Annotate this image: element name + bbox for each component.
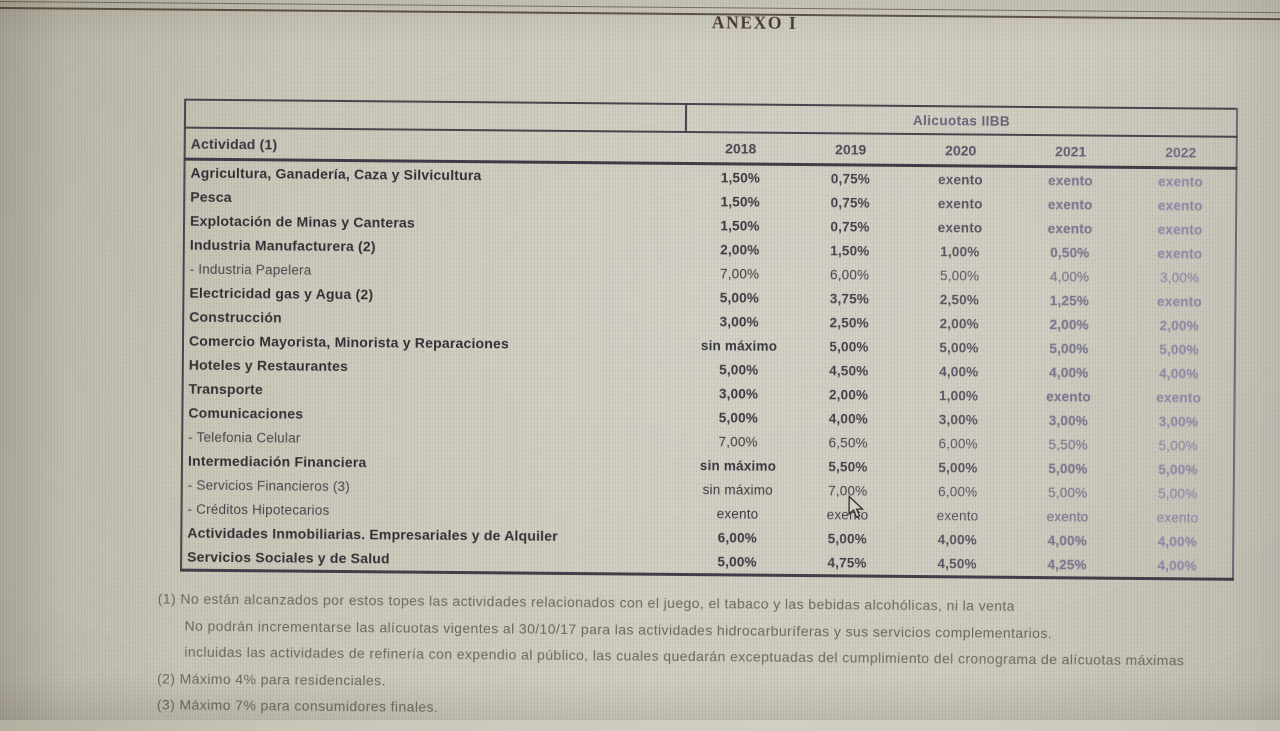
table-body: Agricultura, Ganadería, Caza y Silvicult… <box>181 159 1237 579</box>
rate-value: 4,50% <box>937 555 977 572</box>
rate-value: 6,00% <box>717 529 758 546</box>
rate-value: exento <box>1157 245 1203 262</box>
rate-value: sin máximo <box>700 337 778 354</box>
rate-value: 3,75% <box>829 290 870 307</box>
rate-value: 4,75% <box>827 554 867 571</box>
rate-value: 5,00% <box>938 459 978 476</box>
rate-value: 5,00% <box>829 338 869 355</box>
rate-value: 5,00% <box>939 267 980 284</box>
rate-value: 3,00% <box>1158 413 1199 429</box>
rate-value: 4,00% <box>1157 557 1197 573</box>
rate-value: 0,75% <box>830 218 870 235</box>
rate-value: exento <box>716 505 759 522</box>
year-header-2022: 2022 <box>1125 135 1237 169</box>
rate-value: 1,00% <box>938 387 979 404</box>
rate-value: 6,00% <box>938 483 978 500</box>
rate-value: exento <box>1046 508 1089 525</box>
rate-value: sin máximo <box>699 457 777 474</box>
rate-value: exento <box>1157 221 1203 238</box>
empty-header-cell <box>184 99 687 132</box>
rate-value: 6,50% <box>828 434 868 451</box>
year-header-2020: 2020 <box>905 133 1016 167</box>
rate-value: exento <box>937 219 983 236</box>
rate-value: exento <box>1047 220 1093 237</box>
rate-value: 2,00% <box>720 241 760 258</box>
rate-value: exento <box>1158 173 1203 190</box>
year-header-2021: 2021 <box>1015 134 1126 168</box>
rate-value: 3,00% <box>938 411 979 428</box>
rate-value: 0,75% <box>830 194 870 211</box>
rate-value: 5,00% <box>719 289 760 306</box>
rate-value: 7,00% <box>719 265 760 282</box>
rate-value: 4,00% <box>937 531 978 548</box>
footnotes: (1) No están alcanzados por estos topes … <box>157 585 1273 727</box>
rate-value: 4,00% <box>1159 365 1199 381</box>
rate-value: 4,00% <box>1047 532 1088 549</box>
rate-value: 3,00% <box>718 385 759 402</box>
rate-value: 2,50% <box>829 314 869 331</box>
rate-value: 2,00% <box>939 315 979 332</box>
rate-value: 4,00% <box>828 410 869 427</box>
rate-value: 4,25% <box>1047 556 1087 573</box>
rate-value: 4,50% <box>829 362 869 379</box>
rate-value: exento <box>1157 197 1203 214</box>
rate-value: 2,50% <box>939 291 980 308</box>
rate-value: 4,00% <box>1049 364 1089 381</box>
rate-value: 2,00% <box>1159 317 1199 333</box>
rate-value: 7,00% <box>718 433 758 450</box>
page-title: ANEXO I <box>711 12 798 33</box>
rate-value: 1,25% <box>1049 292 1090 309</box>
rate-value: 5,00% <box>1049 340 1089 357</box>
rate-value: exento <box>1047 196 1093 213</box>
rate-value: exento <box>936 507 979 524</box>
rate-value: exento <box>938 171 983 188</box>
year-header-2019: 2019 <box>795 132 906 166</box>
rate-value: 3,00% <box>1048 412 1089 429</box>
rate-value: 6,00% <box>829 266 870 283</box>
rate-value: 1,50% <box>830 242 870 259</box>
rate-value: exento <box>1048 172 1093 189</box>
rate-value: 1,00% <box>940 243 980 260</box>
rate-value: 5,00% <box>1158 437 1198 453</box>
rate-value: 5,50% <box>828 458 868 475</box>
rate-value: 1,50% <box>720 169 761 186</box>
rate-value: exento <box>937 195 983 212</box>
rate-value: 5,00% <box>1159 341 1199 357</box>
rate-value: 3,00% <box>719 313 759 330</box>
rate-value: 1,50% <box>720 217 760 234</box>
activity-name: Servicios Sociales y de Salud <box>187 548 390 567</box>
rate-value: exento <box>1156 509 1199 525</box>
rate-value: 0,50% <box>1050 244 1090 261</box>
rate-value: 5,00% <box>719 361 759 378</box>
rate-value: 5,00% <box>1158 461 1198 477</box>
rate-value: exento <box>1157 293 1202 309</box>
rate-value: 5,00% <box>939 339 979 356</box>
mouse-cursor-icon <box>848 495 865 519</box>
year-header-2018: 2018 <box>685 131 796 165</box>
rate-value: 5,50% <box>1048 436 1088 453</box>
rate-value: 3,00% <box>1159 269 1200 285</box>
rate-value: 0,75% <box>830 170 871 187</box>
top-rule <box>0 0 1280 21</box>
rate-value: 2,00% <box>828 386 869 403</box>
rate-value: 5,00% <box>717 553 757 570</box>
rate-value: 5,00% <box>827 530 868 547</box>
alicuotas-table: Alicuotas IIBB Actividad (1) 2018 2019 2… <box>180 98 1239 581</box>
rate-value: 2,00% <box>1049 316 1089 333</box>
rate-value: 5,00% <box>1048 460 1088 477</box>
rate-value: sin máximo <box>702 481 773 498</box>
rate-value: 1,50% <box>720 193 760 210</box>
rate-value: exento <box>1046 388 1092 405</box>
rate-value: exento <box>1156 389 1202 405</box>
rate-value: 5,00% <box>1158 485 1198 501</box>
rate-value: 5,00% <box>718 409 759 426</box>
rate-value: 4,00% <box>1049 268 1090 285</box>
rate-value: 6,00% <box>938 435 978 452</box>
rate-value: 4,00% <box>939 363 979 380</box>
rate-value: 5,00% <box>1048 484 1088 501</box>
rate-value: 4,00% <box>1157 533 1198 549</box>
col-header-actividad: Actividad (1) <box>184 127 686 164</box>
